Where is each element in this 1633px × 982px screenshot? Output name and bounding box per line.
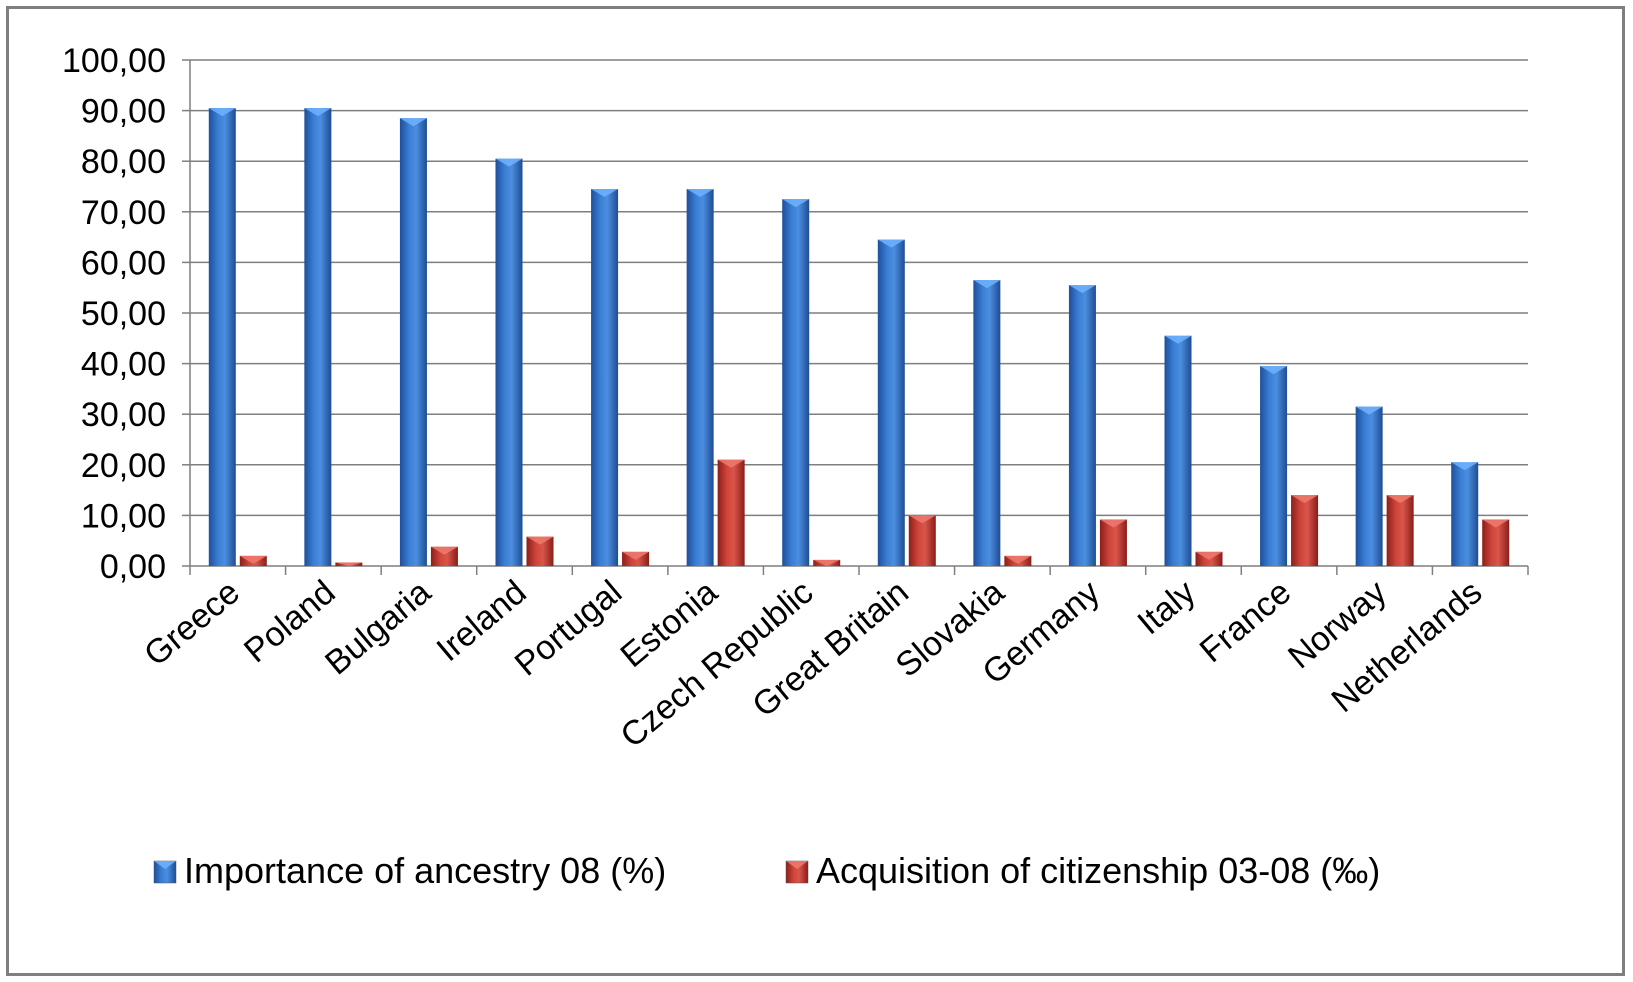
bar-ancestry (1164, 335, 1192, 566)
bar-citizenship-cap (430, 546, 458, 555)
bar-ancestry-cap (1164, 335, 1192, 344)
bar-ancestry-cap (495, 158, 523, 167)
bar-citizenship (430, 546, 458, 566)
category-labels: GreecePolandBulgariaIrelandPortugalEston… (137, 573, 1489, 755)
category-label: Portugal (508, 573, 629, 684)
bar-ancestry (591, 189, 619, 566)
bar-chart: 0,00 10,00 20,00 30,00 40,00 50,00 60,00 70,00 8… (62, 42, 1529, 891)
category-label: Greece (137, 573, 247, 674)
legend-label-ancestry: Importance of ancestry 08 (%) (184, 850, 666, 891)
bar-citizenship-cap (1482, 519, 1510, 528)
bar-ancestry-cap (1355, 406, 1383, 415)
y-tick-label: 20,00 (81, 447, 166, 485)
bar-ancestry (782, 199, 810, 566)
y-tick-label: 60,00 (81, 244, 166, 282)
bar-citizenship-cap (335, 562, 363, 566)
bar-ancestry-cap (877, 239, 905, 248)
bar-citizenship-cap (717, 459, 745, 468)
y-tick-label: 40,00 (81, 346, 166, 384)
bar-ancestry (1451, 462, 1479, 566)
bar-citizenship (717, 459, 745, 566)
y-tick-label: 100,00 (62, 42, 166, 80)
bar-ancestry (304, 108, 332, 566)
bar-citizenship-cap (813, 559, 841, 566)
bar-ancestry-cap (1451, 462, 1479, 471)
bar-citizenship-cap (1386, 495, 1414, 504)
bar-ancestry (399, 118, 427, 566)
y-tick-label: 50,00 (81, 295, 166, 333)
bar-ancestry-cap (304, 108, 332, 117)
bar-ancestry-cap (208, 108, 236, 117)
bar-ancestry (1068, 285, 1096, 566)
chart-frame: 0,00 10,00 20,00 30,00 40,00 50,00 60,00 70,00 8… (6, 6, 1625, 976)
y-tick-labels: 0,00 10,00 20,00 30,00 40,00 50,00 60,00 70,00 8… (62, 42, 166, 586)
bar-ancestry (1355, 406, 1383, 566)
bar-ancestry (495, 158, 523, 567)
y-tick-label: 70,00 (81, 194, 166, 232)
bar-citizenship-cap (1291, 495, 1319, 504)
bar-ancestry-cap (399, 118, 427, 127)
bar-citizenship-cap (239, 555, 267, 564)
bar-ancestry (686, 189, 714, 566)
bar-ancestry (973, 280, 1001, 566)
bar-citizenship-cap (908, 515, 936, 524)
bar-ancestry (208, 108, 236, 566)
bar-ancestry-cap (782, 199, 810, 208)
category-label: France (1193, 573, 1298, 670)
bar-ancestry-cap (1260, 366, 1288, 375)
bar-ancestry-cap (686, 189, 714, 198)
bars (208, 108, 1510, 567)
y-tick-label: 0,00 (100, 548, 166, 586)
bar-citizenship (1386, 495, 1414, 566)
axes (182, 59, 1529, 575)
bar-citizenship (908, 515, 936, 566)
legend-swatch-cap (786, 861, 808, 869)
bar-ancestry (877, 239, 905, 566)
bar-ancestry (1260, 366, 1288, 566)
gridlines (190, 59, 1528, 517)
bar-ancestry-cap (973, 280, 1001, 289)
bar-citizenship-cap (526, 536, 554, 545)
bar-citizenship-cap (1004, 555, 1032, 564)
y-tick-label: 80,00 (81, 143, 166, 181)
bar-ancestry-cap (591, 189, 619, 198)
y-tick-label: 30,00 (81, 396, 166, 434)
y-tick-label: 10,00 (81, 497, 166, 535)
legend: Importance of ancestry 08 (%) Acquisition… (153, 850, 1380, 891)
bar-citizenship (1291, 495, 1319, 566)
legend-label-citizenship: Acquisition of citizenship 03-08 (‰) (816, 850, 1380, 891)
category-label: Italy (1130, 573, 1202, 642)
y-tick-label: 90,00 (81, 93, 166, 131)
bar-ancestry-cap (1068, 285, 1096, 294)
bar-citizenship-cap (1195, 551, 1223, 560)
legend-swatch-cap (154, 861, 176, 869)
bar-citizenship-cap (1099, 519, 1127, 528)
category-label: Bulgaria (318, 573, 438, 682)
bar-citizenship-cap (622, 551, 650, 560)
